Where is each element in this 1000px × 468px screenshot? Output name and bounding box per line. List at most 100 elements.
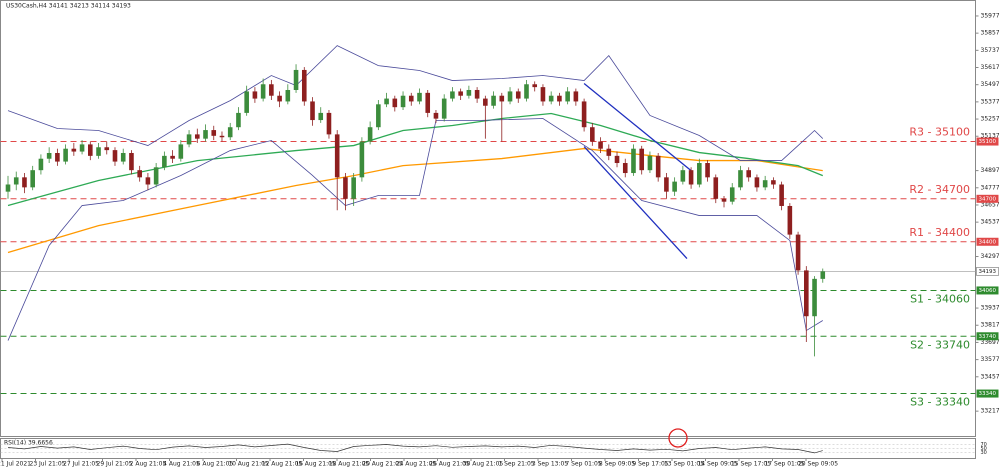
level-label: S3 - 33340 xyxy=(910,396,970,409)
candle-body xyxy=(590,127,595,142)
candle-body xyxy=(260,84,266,99)
x-tick-label: 13 Sep 01:05 xyxy=(664,461,704,468)
channel-line xyxy=(583,146,688,259)
candle-body xyxy=(71,148,77,152)
candle-body xyxy=(738,170,743,188)
rsi-line xyxy=(7,443,823,454)
candle-body xyxy=(697,163,702,185)
candle-body xyxy=(112,150,118,162)
x-tick-label: 6 Aug 21:05 xyxy=(197,461,234,468)
level-price-box xyxy=(976,137,999,146)
candle-body xyxy=(754,177,760,188)
candle-body xyxy=(46,152,52,159)
level-price-box xyxy=(976,332,999,341)
candle-body xyxy=(392,98,398,108)
candle-body xyxy=(88,144,93,156)
candle-body xyxy=(104,147,110,151)
x-tick-label: 14 Sep 09:05 xyxy=(697,461,737,468)
plot: 35977 35857 35737 35617 35497 35377 35257 35137… xyxy=(0,12,1000,467)
candle-body xyxy=(30,170,35,188)
candle-body xyxy=(285,89,291,102)
candle-body xyxy=(474,89,480,99)
candle-body xyxy=(38,158,44,171)
x-tick-label: 18 Aug 21:05 xyxy=(329,461,370,468)
candle-body xyxy=(499,95,505,102)
candle-body xyxy=(606,148,612,156)
candle-body xyxy=(680,170,686,182)
candle-body xyxy=(450,91,455,99)
candle-body xyxy=(598,141,603,149)
level-label: R3 - 35100 xyxy=(909,126,970,139)
candle-body xyxy=(269,84,274,96)
y-tick-label: 35257 xyxy=(981,116,1000,123)
y-tick-label: 34537 xyxy=(981,219,1000,226)
candle-body xyxy=(721,198,727,202)
candle-body xyxy=(631,148,636,174)
x-tick-label: 27 Jul 21:05 xyxy=(63,461,99,468)
x-tick-label: 30 Aug 21:05 xyxy=(463,461,504,468)
y-tick-label: 35497 xyxy=(981,81,1000,88)
candle-body xyxy=(639,148,645,171)
overlay-line xyxy=(7,45,824,161)
candle-body xyxy=(507,91,513,102)
overlay-line xyxy=(7,118,823,341)
candle-body xyxy=(162,155,167,168)
candle-body xyxy=(417,92,422,102)
candle-body xyxy=(227,127,233,138)
channel-line xyxy=(583,83,692,172)
rsi-tick-label: 70 xyxy=(981,442,987,448)
candle-body xyxy=(120,152,126,162)
level-label: R2 - 34700 xyxy=(909,183,970,196)
rsi-tick-label: 30 xyxy=(981,450,987,456)
candle-body xyxy=(804,270,809,317)
level-price-box xyxy=(976,194,999,203)
y-tick-label: 34897 xyxy=(981,167,1000,174)
candle-body xyxy=(203,130,208,139)
candle-body xyxy=(820,271,826,279)
level-label: S2 - 33740 xyxy=(910,338,970,351)
candle-body xyxy=(664,177,669,192)
candle-body xyxy=(367,127,373,142)
x-tick-label: 20 Sep 09:05 xyxy=(798,461,838,468)
y-tick-label: 35377 xyxy=(981,98,1000,105)
candle-body xyxy=(351,177,356,199)
x-tick-label: 20 Aug 21:05 xyxy=(362,461,403,468)
candle-body xyxy=(252,91,258,99)
candle-body xyxy=(96,147,101,156)
level-price: 33340 xyxy=(979,391,997,397)
x-tick-label: 29 Jul 21:05 xyxy=(97,461,133,468)
y-tick-label: 33217 xyxy=(981,408,1000,415)
x-tick-label: 3 Sep 13:05 xyxy=(532,461,568,468)
candle-body xyxy=(22,177,27,188)
candle-body xyxy=(483,98,488,106)
y-tick-label: 35617 xyxy=(981,64,1000,71)
candle-body xyxy=(532,84,538,88)
candle-body xyxy=(211,130,217,136)
candle-body xyxy=(812,278,817,317)
candle-body xyxy=(79,144,85,152)
candle-body xyxy=(441,98,447,119)
annotation-circle xyxy=(668,428,688,448)
x-tick-label: 23 Jul 21:05 xyxy=(30,461,66,468)
candle-body xyxy=(548,95,554,102)
candle-body xyxy=(277,95,282,102)
x-tick-label: 26 Aug 21:05 xyxy=(429,461,470,468)
candle-body xyxy=(771,180,776,185)
candle-body xyxy=(400,95,406,108)
y-tick-label: 33937 xyxy=(981,305,1000,312)
rsi-tick-label: 50 xyxy=(981,446,987,452)
level-price-box xyxy=(976,237,999,246)
candle-body xyxy=(705,163,710,178)
candle-body xyxy=(129,152,134,171)
candle-body xyxy=(540,87,546,102)
candle-body xyxy=(343,177,348,199)
x-tick-label: 4 Aug 21:05 xyxy=(163,461,200,468)
x-tick-label: 15 Sep 17:05 xyxy=(731,461,771,468)
candle-body xyxy=(137,170,142,178)
rsi-title: RSI(14) 39.6656 xyxy=(4,440,53,447)
candle-body xyxy=(408,95,414,102)
candle-body xyxy=(334,134,340,178)
x-tick-label: 16 Aug 21:05 xyxy=(295,461,336,468)
x-tick-label: 1 Sep 21:05 xyxy=(498,461,534,468)
